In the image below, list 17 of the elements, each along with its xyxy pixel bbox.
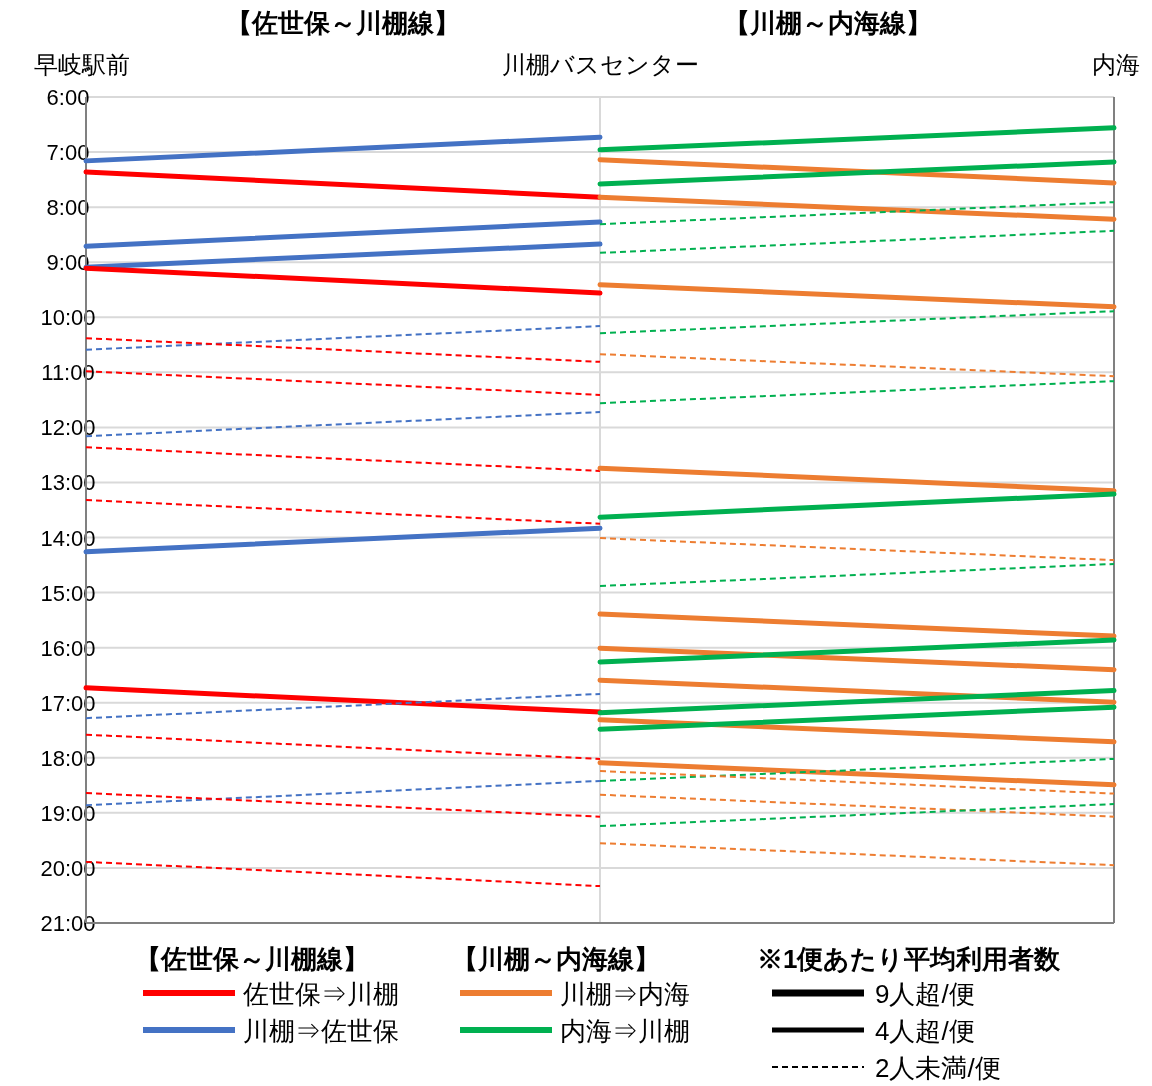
x-tick-label: 内海 [1092, 51, 1140, 78]
text: 9人超/便 [875, 979, 975, 1009]
text: 【川棚～内海線】 [724, 8, 932, 38]
x-tick-label: 川棚バスセンター [501, 51, 699, 78]
legend-label: 川棚⇒佐世保 [243, 1016, 399, 1046]
legend-label: 佐世保⇒川棚 [243, 979, 399, 1009]
x-tick-label: 早岐駅前 [34, 51, 130, 78]
text: 【佐世保～川棚線】 [226, 8, 460, 38]
text: 4人超/便 [875, 1016, 975, 1046]
text: 【佐世保～川棚線】 [135, 944, 369, 974]
legend-label: 川棚⇒内海 [560, 979, 690, 1009]
text: 2人未満/便 [875, 1053, 1001, 1083]
text: 【川棚～内海線】 [452, 944, 660, 974]
y-tick-label: 6:00 [46, 85, 90, 110]
legend-label: 内海⇒川棚 [560, 1016, 690, 1046]
y-tick-label: 21:00 [40, 911, 96, 936]
text: ※1便あたり平均利用者数 [757, 944, 1062, 974]
